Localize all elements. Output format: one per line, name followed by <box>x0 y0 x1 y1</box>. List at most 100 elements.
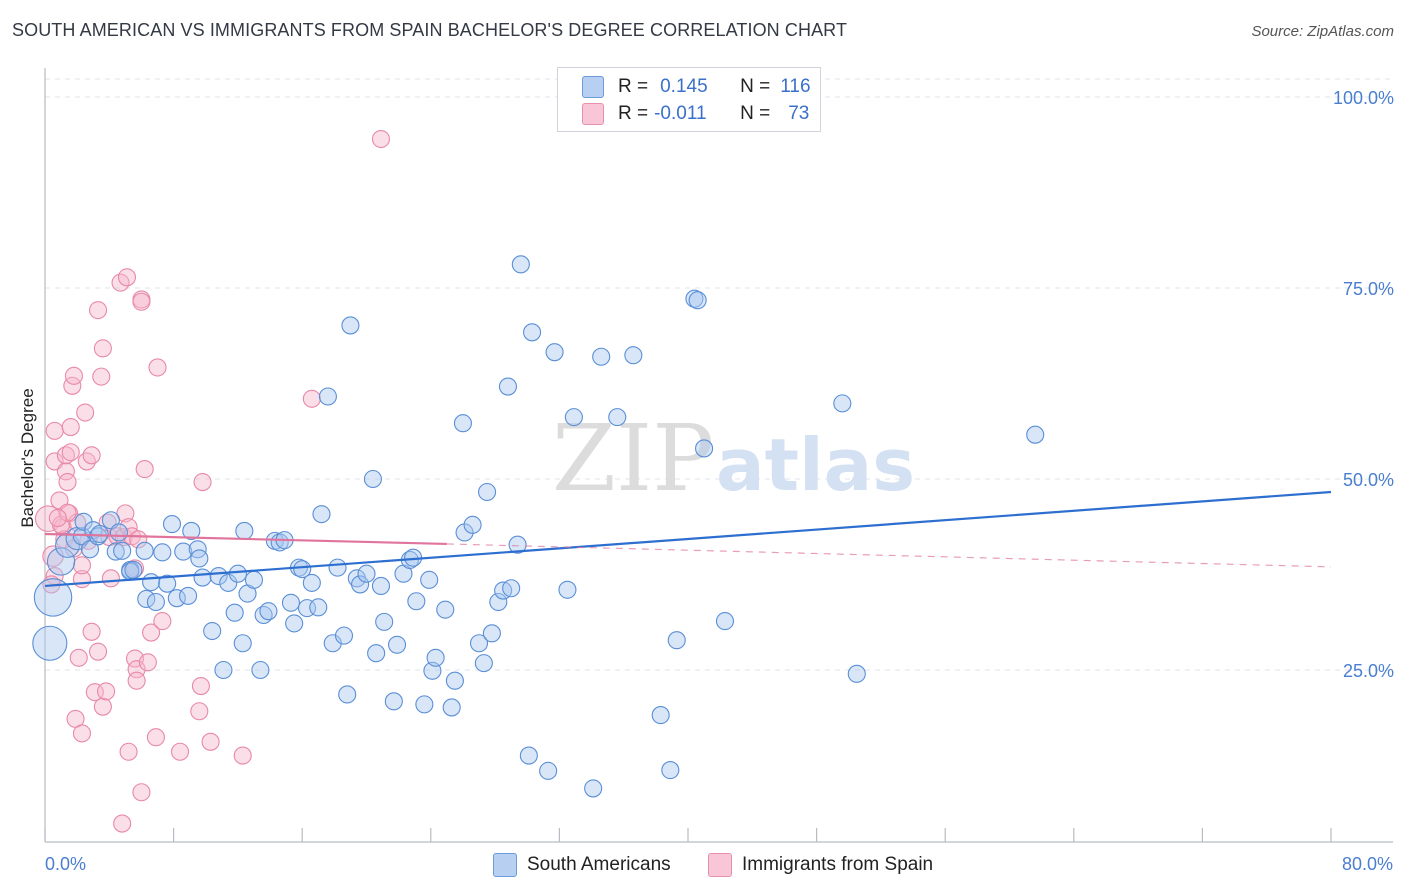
data-point-immigrants-from-spain <box>153 612 172 631</box>
data-point-south-americans <box>624 346 643 365</box>
data-point-south-americans <box>387 635 407 654</box>
data-point-immigrants-from-spain <box>138 653 157 672</box>
data-point-south-americans <box>137 589 156 608</box>
bottom-legend-swatch-blue <box>493 853 517 877</box>
data-point-south-americans <box>167 589 186 608</box>
trend-line-immigrants-from-spain <box>44 532 447 546</box>
trend-line-immigrants-from-spain-dashed <box>446 543 1332 568</box>
y-tick-label: 75.0% <box>1343 279 1394 299</box>
data-point-immigrants-from-spain <box>132 783 151 802</box>
data-point-south-americans <box>688 291 707 310</box>
data-point-immigrants-from-spain <box>93 697 112 716</box>
data-point-immigrants-from-spain <box>191 676 210 696</box>
data-point-south-americans <box>584 779 603 798</box>
data-point-south-americans <box>608 408 627 427</box>
data-point-south-americans <box>523 323 542 342</box>
trend-lines <box>44 490 1332 588</box>
data-point-south-americans <box>235 521 254 541</box>
data-point-south-americans <box>715 612 735 631</box>
bottom-legend-label: Immigrants from Spain <box>742 854 934 875</box>
legend-r-value: -0.011 <box>654 103 707 124</box>
data-point-south-americans <box>564 408 583 427</box>
data-point-south-americans <box>341 316 360 335</box>
legend-r-label: R = <box>618 103 649 124</box>
data-point-south-americans <box>72 527 92 546</box>
data-point-south-americans <box>124 560 143 579</box>
data-point-south-americans <box>469 634 489 653</box>
data-point-immigrants-from-spain <box>201 732 220 751</box>
data-point-south-americans <box>367 644 386 663</box>
y-tick-label: 50.0% <box>1343 470 1394 490</box>
data-point-south-americans <box>357 564 376 583</box>
axes <box>44 68 1393 843</box>
data-point-south-americans <box>113 541 132 560</box>
data-point-immigrants-from-spain <box>116 504 135 523</box>
legend-n-value: 73 <box>788 103 810 124</box>
legend-n-label: N = <box>740 103 771 124</box>
bottom-legend-swatch-pink <box>708 853 732 877</box>
data-point-south-americans <box>33 578 73 617</box>
legend-row-south-americans: R = 0.145 N = 116 <box>582 75 811 99</box>
data-point-south-americans <box>158 574 177 593</box>
data-point-immigrants-from-spain <box>64 366 83 385</box>
data-point-south-americans <box>209 566 228 586</box>
data-point-south-americans <box>302 573 321 592</box>
data-point-south-americans <box>519 746 538 765</box>
data-point-south-americans <box>318 387 337 406</box>
data-point-immigrants-from-spain <box>142 623 161 642</box>
data-point-south-americans <box>193 568 212 587</box>
data-point-immigrants-from-spain <box>88 642 108 661</box>
data-point-south-americans <box>445 671 464 690</box>
data-point-south-americans <box>384 692 403 711</box>
data-point-south-americans <box>174 542 193 561</box>
data-point-south-americans <box>474 654 493 673</box>
data-point-immigrants-from-spain <box>132 292 151 311</box>
data-point-immigrants-from-spain <box>45 421 64 440</box>
data-point-south-americans <box>182 521 201 541</box>
data-point-immigrants-from-spain <box>61 443 80 462</box>
watermark: ZIP atlas <box>552 405 915 512</box>
trend-line-south-americans <box>44 490 1332 588</box>
data-point-south-americans <box>502 579 521 598</box>
data-point-south-americans <box>420 570 439 589</box>
data-point-south-americans <box>312 505 331 524</box>
data-point-south-americans <box>415 695 434 714</box>
data-point-immigrants-from-spain <box>69 648 88 667</box>
data-point-immigrants-from-spain <box>371 129 391 149</box>
data-point-south-americans <box>46 547 76 576</box>
data-point-south-americans <box>162 515 182 534</box>
data-point-immigrants-from-spain <box>61 417 80 437</box>
data-point-immigrants-from-spain <box>146 728 165 747</box>
data-point-immigrants-from-spain <box>302 389 321 408</box>
series-south-americans <box>32 255 1045 798</box>
data-point-south-americans <box>453 414 473 433</box>
source-credit: Source: ZipAtlas.com <box>1251 23 1394 40</box>
data-point-south-americans <box>363 469 382 489</box>
data-point-south-americans <box>667 631 686 650</box>
correlation-legend: R = 0.145 N = 116 R = -0.011 N = 73 <box>557 67 821 132</box>
data-point-immigrants-from-spain <box>129 530 148 549</box>
data-point-south-americans <box>847 664 866 683</box>
data-point-immigrants-from-spain <box>119 742 138 761</box>
data-point-south-americans <box>135 541 154 560</box>
data-point-south-americans <box>334 626 354 645</box>
data-point-immigrants-from-spain <box>48 508 67 528</box>
data-point-immigrants-from-spain <box>76 403 95 422</box>
data-point-south-americans <box>90 524 109 544</box>
data-point-immigrants-from-spain <box>148 358 167 377</box>
data-point-south-americans <box>351 575 370 594</box>
data-point-south-americans <box>219 573 238 592</box>
bottom-legend-south-americans: South Americans <box>493 852 671 878</box>
data-point-immigrants-from-spain <box>117 268 137 287</box>
data-point-south-americans <box>328 558 347 577</box>
x-tick-label-min: 0.0% <box>45 854 86 874</box>
legend-swatch-blue <box>582 76 604 98</box>
data-point-south-americans <box>106 542 125 561</box>
data-point-south-americans <box>281 593 300 612</box>
legend-swatch-pink <box>582 103 604 125</box>
y-tick-label: 25.0% <box>1343 661 1394 681</box>
data-point-south-americans <box>539 761 558 780</box>
y-tick-label: 100.0% <box>1333 88 1394 108</box>
data-point-south-americans <box>338 685 357 704</box>
